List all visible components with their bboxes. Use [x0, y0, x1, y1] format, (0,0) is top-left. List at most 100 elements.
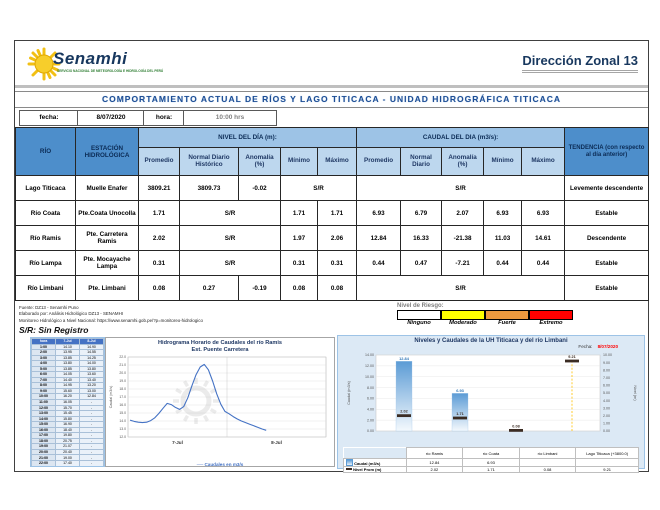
risk-name: Ninguno: [407, 320, 431, 326]
cell-value: S/R: [179, 250, 281, 276]
cell-value: -0.19: [238, 275, 281, 301]
chart2-title: Niveles y Caudales de la UH Titicaca y d…: [414, 338, 568, 344]
fecha-label: fecha:: [19, 110, 79, 126]
svg-text:15.0: 15.0: [119, 411, 126, 415]
tendencia-value: Estable: [564, 275, 650, 301]
svg-text:21.0: 21.0: [119, 363, 126, 367]
estacion-name: Pte.Coata Unocolla: [75, 200, 139, 226]
svg-text:4.00: 4.00: [603, 399, 610, 403]
chart2-legend-table: río Ramis río Coata río Limbani Lago Titica…: [338, 447, 644, 473]
rio-name: Río Limbani: [15, 275, 76, 301]
cell-value: 3809.21: [138, 175, 180, 201]
chart1-legend: ── Caudales en m3/s: [196, 462, 244, 468]
cell-value: -21.38: [441, 225, 485, 251]
cell-value: 0.47: [400, 250, 443, 276]
cell-value: S/R: [356, 175, 566, 201]
logo-wordmark: Senamhi: [53, 49, 128, 68]
svg-text:18.0: 18.0: [119, 387, 126, 391]
hidrograma-chart: Hidrograma Horario de Caudales del río R…: [105, 337, 335, 467]
cell-value: 1.97: [280, 225, 318, 251]
cell-value: 0.31: [280, 250, 318, 276]
table-row: Río Ramis Pte. Carretera Ramis 2.02 S/R …: [15, 225, 650, 251]
chart2-plot: 0.00 2.00 4.00 6.00 8.00 10.00 12.00 14.00 0.00 1…: [338, 349, 644, 446]
svg-text:10.00: 10.00: [603, 353, 612, 357]
sub-header: Anomalía (%): [238, 147, 281, 176]
svg-text:10.00: 10.00: [365, 375, 374, 379]
sub-header: Normal Diario Histórico: [179, 147, 239, 176]
risk-legend-label: Nivel de Riesgo:: [397, 303, 444, 309]
svg-text:3.00: 3.00: [603, 406, 610, 410]
svg-text:2.00: 2.00: [603, 414, 610, 418]
svg-text:Caudal (m3/s): Caudal (m3/s): [347, 380, 351, 405]
cell-value: 0.08: [138, 275, 180, 301]
svg-text:2.02: 2.02: [400, 410, 407, 414]
risk-swatch-Fuerte: [485, 310, 529, 320]
svg-text:14.0: 14.0: [119, 419, 126, 423]
cell-value: 6.79: [400, 200, 443, 226]
sun-icon: [27, 47, 61, 81]
fecha-value: 8/07/2020: [77, 110, 145, 126]
group-header-caudal: CAUDAL DEL DIA (m3/s):: [356, 127, 566, 148]
table-row: Lago Titicaca Muelle Enafer 3809.21 3809…: [15, 175, 650, 201]
svg-text:8-Jul: 8-Jul: [271, 440, 282, 445]
risk-swatch-Extremo: [529, 310, 573, 320]
svg-text:4.00: 4.00: [367, 407, 374, 411]
sub-header: Normal Diario: [400, 147, 443, 176]
cell-value: 0.31: [138, 250, 180, 276]
risk-swatches: Ninguno Moderado Fuerte Extremo: [397, 310, 587, 326]
cell-value: 1.71: [138, 200, 180, 226]
page-title: COMPORTAMIENTO ACTUAL DE RÍOS Y LAGO TIT…: [15, 91, 648, 108]
cell-value: 0.31: [316, 250, 358, 276]
svg-text:19.0: 19.0: [119, 379, 126, 383]
svg-text:6.00: 6.00: [367, 397, 374, 401]
rio-name: Río Coata: [15, 200, 76, 226]
footer-notes: Fuente: DZ13 - Senamhi Puno Elaborado po…: [19, 305, 203, 324]
chart1-subtitle: Est. Puente Carretera: [191, 346, 249, 353]
svg-text:9.00: 9.00: [603, 361, 610, 365]
cell-value: 2.06: [316, 225, 358, 251]
risk-name: Extremo: [539, 320, 563, 326]
svg-text:1.00: 1.00: [603, 422, 610, 426]
chart1-title: Hidrograma Horario de Caudales del río R…: [157, 340, 283, 346]
bulletin-sheet: Senamhi SERVICIO NACIONAL DE METEOROLOGÍ…: [14, 40, 650, 473]
table-row: Río Lampa Pte. Mocayache Lampa 0.31 S/R …: [15, 250, 650, 276]
svg-text:9.21: 9.21: [568, 355, 575, 359]
cell-value: 6.93: [356, 200, 402, 226]
sub-header: Máximo: [316, 147, 358, 176]
svg-text:1.71: 1.71: [456, 412, 463, 416]
cell-value: 16.33: [400, 225, 443, 251]
svg-text:6.93: 6.93: [456, 388, 464, 393]
cell-value: 1.71: [280, 200, 318, 226]
cell-value: S/R: [179, 200, 281, 226]
svg-text:6.00: 6.00: [603, 384, 610, 388]
svg-text:Caudal (m3/s): Caudal (m3/s): [109, 386, 113, 409]
logo-subtitle: SERVICIO NACIONAL DE METEOROLOGÍA E HIDR…: [57, 69, 164, 73]
svg-text:Nivel (m): Nivel (m): [633, 385, 637, 401]
hora-value: 10:00 hrs: [183, 110, 277, 126]
table-row: Río Coata Pte.Coata Unocolla 1.71 S/R 1.…: [15, 200, 650, 226]
cell-value: 2.07: [441, 200, 485, 226]
sub-header: Promedio: [356, 147, 402, 176]
cell-value: 0.44: [521, 250, 566, 276]
col-header-rio: RÍO: [15, 127, 76, 176]
svg-text:16.0: 16.0: [119, 403, 126, 407]
svg-text:17.0: 17.0: [119, 395, 126, 399]
svg-text:12.00: 12.00: [365, 364, 374, 368]
cell-value: 0.44: [356, 250, 402, 276]
risk-swatch-Moderado: [441, 310, 485, 320]
hora-label: hora:: [143, 110, 185, 126]
svg-text:2.00: 2.00: [367, 418, 374, 422]
rio-name: Río Ramis: [15, 225, 76, 251]
cell-value: 2.02: [138, 225, 180, 251]
svg-text:7-Jul: 7-Jul: [172, 440, 183, 445]
cell-value: 1.71: [316, 200, 358, 226]
note-elaborado: Elaborado por: Análisis Hidrológico DZ13…: [19, 311, 123, 317]
svg-text:20.0: 20.0: [119, 371, 126, 375]
note-fuente: Fuente: DZ13 - Senamhi Puno: [19, 305, 79, 310]
zone-title: Dirección Zonal 13: [522, 53, 638, 73]
risk-swatch-Ninguno: [397, 310, 441, 320]
svg-text:13.0: 13.0: [119, 427, 126, 431]
chart2-fecha: Fecha: 8/07/2020: [578, 344, 618, 349]
risk-name: Moderado: [449, 320, 477, 326]
risk-legend: Nivel de Riesgo: Ninguno Moderado Fuerte Ex…: [397, 303, 587, 326]
